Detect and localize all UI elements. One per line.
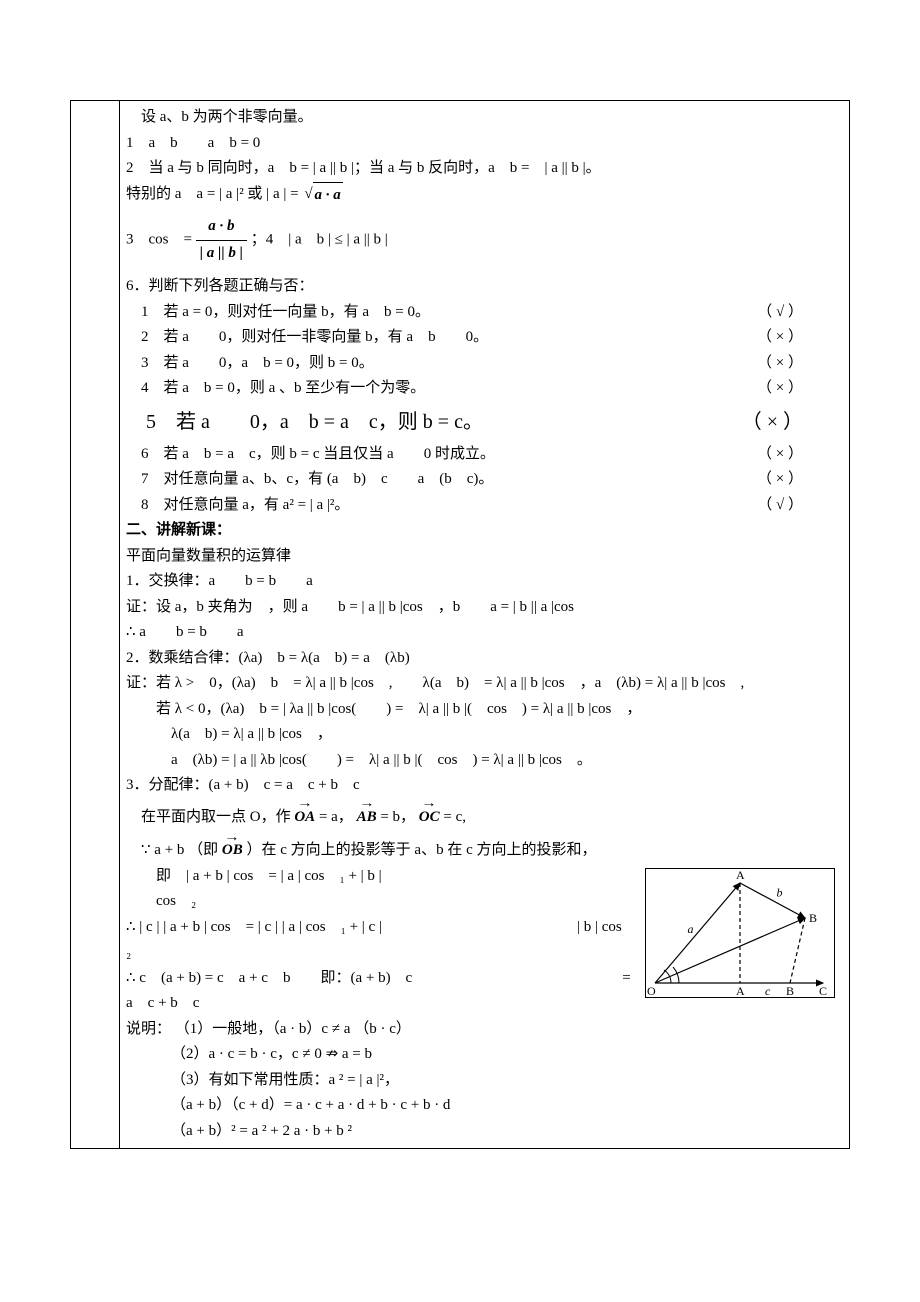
content-cell: 设 a、b 为两个非零向量。 1 a b a b = 0 2 当 a 与 b 同… xyxy=(120,101,850,1149)
note-4: （a + b）（c + d）= a · c + a · d + b · c + … xyxy=(171,1093,843,1119)
intro-text: 设 a、b 为两个非零向量。 xyxy=(141,105,843,131)
q6-5-result: （ × ） xyxy=(742,402,803,442)
p3-den: | a || b | xyxy=(196,241,247,267)
q6-3-text: 3 若 a 0，a b = 0，则 b = 0。 xyxy=(141,355,374,371)
p3-num: a · b xyxy=(196,214,247,241)
svg-text:c: c xyxy=(765,984,771,998)
prop-1: 1 a b a b = 0 xyxy=(126,131,843,157)
q6-4-result: （ × ） xyxy=(757,376,803,402)
svg-text:C: C xyxy=(819,984,827,998)
law-2-proof-2: 若 λ < 0，(λa) b = | λa || b |cos( ) = λ| … xyxy=(156,697,843,723)
page-layout-table: 设 a、b 为两个非零向量。 1 a b a b = 0 2 当 a 与 b 同… xyxy=(70,100,850,1149)
q6-7-text: 7 对任意向量 a、b、c，有 (a b) c a (b c)。 xyxy=(141,471,493,487)
q6-1-result: （ √ ） xyxy=(757,300,803,326)
p3-fraction: a · b | a || b | xyxy=(196,214,247,266)
vector-diagram: O A B Ca b c A B xyxy=(645,868,835,1003)
svg-text:A: A xyxy=(736,868,745,882)
law-2-proof-4: a (λb) = | a || λb |cos( ) = λ| a || b |… xyxy=(171,748,843,774)
note-1: （1）一般地，（a · b）c ≠ a （b · c） xyxy=(175,1021,411,1037)
pf1c: = b， xyxy=(380,809,415,825)
special-prefix: 特别的 a a = | a |² 或 | a | = xyxy=(126,186,302,202)
vec-AB: AB xyxy=(357,805,377,831)
sqrt-inner: a · a xyxy=(313,182,343,209)
q6-8-result: （ √ ） xyxy=(757,493,803,519)
q6-1-text: 1 若 a = 0，则对任一向量 b，有 a b = 0。 xyxy=(141,304,430,320)
pf1d: = c, xyxy=(443,809,466,825)
q6-1: 1 若 a = 0，则对任一向量 b，有 a b = 0。 （ √ ） xyxy=(141,300,843,326)
vec-OC: OC xyxy=(419,805,440,831)
law-1: 1．交换律：a b = b a xyxy=(126,569,843,595)
q6-2: 2 若 a 0，则对任一非零向量 b，有 a b 0。 （ × ） xyxy=(141,325,843,351)
prop-2: 2 当 a 与 b 同向时，a b = | a || b |；当 a 与 b 反… xyxy=(126,156,843,182)
sqrt-expr: a · a xyxy=(302,182,342,209)
q6-5-text: 5 若 a 0，a b = a c，则 b = c。 xyxy=(146,411,483,433)
pf1b: = a， xyxy=(319,809,353,825)
law-3-proof-2: ∵ a + b （即 OB ）在 c 方向上的投影等于 a、b 在 c 方向上的… xyxy=(141,838,843,864)
note-5: （a + b）² = a ² + 2 a · b + b ² xyxy=(171,1119,843,1145)
q6-6: 6 若 a b = a c，则 b = c 当且仅当 a 0 时成立。 （ × … xyxy=(141,442,843,468)
pf1a: 在平面内取一点 O，作 xyxy=(141,809,294,825)
law-1-proof-1: 证：设 a，b 夹角为 ，则 a b = | a || b |cos ，b a … xyxy=(126,595,843,621)
prop-3-4: 3 cos = a · b | a || b | ；4 | a b | ≤ | … xyxy=(126,214,843,266)
q6-6-result: （ × ） xyxy=(757,442,803,468)
section-2-subtitle: 平面向量数量积的运算律 xyxy=(126,544,843,570)
law-1-proof-2: ∴ a b = b a xyxy=(126,620,843,646)
q6-3: 3 若 a 0，a b = 0，则 b = 0。 （ × ） xyxy=(141,351,843,377)
pf2a: ∵ a + b （即 xyxy=(141,842,222,858)
q6-7-result: （ × ） xyxy=(757,467,803,493)
q6-3-result: （ × ） xyxy=(757,351,803,377)
svg-text:B: B xyxy=(786,984,794,998)
q6-8-text: 8 对任意向量 a，有 a² = | a |²。 xyxy=(141,497,349,513)
note-2: （2）a · c = b · c，c ≠ 0 ⇏ a = b xyxy=(171,1042,843,1068)
q6-2-result: （ × ） xyxy=(757,325,803,351)
q6-title: 6．判断下列各题正确与否： xyxy=(126,274,843,300)
note-label: 说明： xyxy=(126,1021,171,1037)
svg-text:A: A xyxy=(736,984,745,998)
vec-OA: OA xyxy=(294,805,315,831)
q6-6-text: 6 若 a b = a c，则 b = c 当且仅当 a 0 时成立。 xyxy=(141,446,495,462)
q6-7: 7 对任意向量 a、b、c，有 (a b) c a (b c)。 （ × ） xyxy=(141,467,843,493)
note-3: （3）有如下常用性质：a ² = | a |²， xyxy=(171,1068,843,1094)
left-margin-cell xyxy=(71,101,120,1149)
svg-text:O: O xyxy=(647,984,656,998)
law-2-proof-3: λ(a b) = λ| a || b |cos ， xyxy=(171,722,843,748)
q6-5: 5 若 a 0，a b = a c，则 b = c。 （ × ） xyxy=(146,402,843,442)
notes-block: 说明： （1）一般地，（a · b）c ≠ a （b · c） xyxy=(126,1017,843,1043)
q6-4-text: 4 若 a b = 0，则 a 、b 至少有一个为零。 xyxy=(141,380,425,396)
svg-text:B: B xyxy=(809,911,817,925)
special-line: 特别的 a a = | a |² 或 | a | = a · a xyxy=(126,182,843,209)
p3-post: ；4 | a b | ≤ | a || b | xyxy=(251,231,388,247)
law-3: 3．分配律：(a + b) c = a c + b c xyxy=(126,773,843,799)
q6-2-text: 2 若 a 0，则对任一非零向量 b，有 a b 0。 xyxy=(141,329,488,345)
svg-text:a: a xyxy=(688,922,694,936)
q6-4: 4 若 a b = 0，则 a 、b 至少有一个为零。 （ × ） xyxy=(141,376,843,402)
pf2b: ）在 c 方向上的投影等于 a、b 在 c 方向上的投影和， xyxy=(247,842,597,858)
law-2: 2．数乘结合律：(λa) b = λ(a b) = a (λb) xyxy=(126,646,843,672)
law-3-proof-1: 在平面内取一点 O，作 OA = a， AB = b， OC = c, xyxy=(141,805,843,831)
section-2-title: 二、讲解新课： xyxy=(126,518,843,544)
q6-8: 8 对任意向量 a，有 a² = | a |²。 （ √ ） xyxy=(141,493,843,519)
svg-text:b: b xyxy=(777,885,783,899)
vec-OB: OB xyxy=(222,838,243,864)
p3-pre: 3 cos = xyxy=(126,231,192,247)
law-2-proof-1: 证：若 λ > 0，(λa) b = λ| a || b |cos , λ(a … xyxy=(126,671,843,697)
